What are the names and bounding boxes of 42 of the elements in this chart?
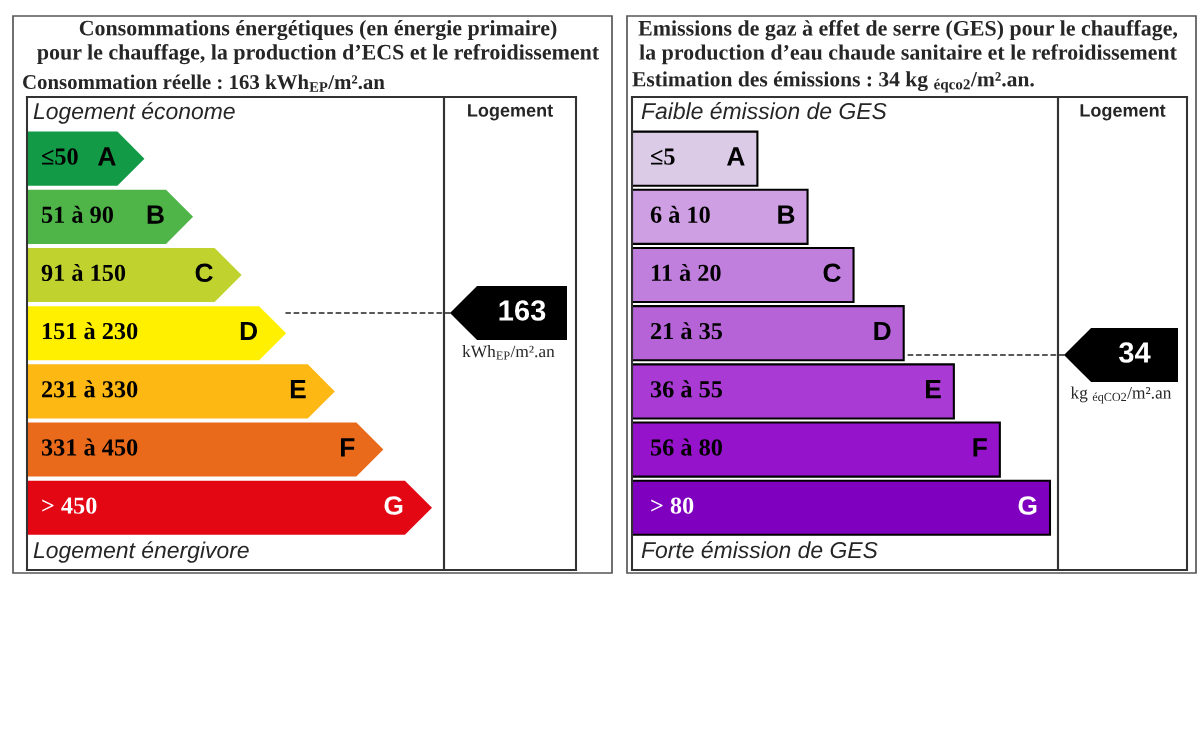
y-tick-label: > 80 (651, 497, 694, 514)
annotation: E (290, 380, 306, 399)
y-tick-label: 231 à 330 (42, 380, 138, 398)
annotation: F (973, 438, 987, 457)
y-tick-label: 91 à 150 (41, 263, 126, 282)
annotation: A (727, 147, 745, 166)
y-tick-label: 11 à 20 (651, 263, 721, 282)
text: kg $_{éqCO2}$/m².an (1070, 386, 1172, 404)
text: Logement (468, 104, 553, 121)
y-tick-label: 51 à 90 (41, 205, 113, 223)
text: 163 (499, 300, 546, 321)
chart-subtitle: Consommation réelle : 163 kWh$_{EP}$/m².an (23, 74, 385, 92)
annotation: G (1018, 496, 1037, 515)
chart-title: Emissions de gaz à effet de serre (GES) pour le chauffage, la production d’eau chaude sanitaire et le refroidissement (638, 20, 1178, 65)
annotation: Forte émission de GES (641, 541, 878, 559)
annotation: E (926, 380, 941, 399)
y-tick-label: ≤50 (42, 148, 78, 165)
y-tick-label: 331 à 450 (41, 438, 138, 456)
annotation: A (97, 147, 116, 166)
annotation: D (240, 321, 258, 341)
annotation: G (384, 496, 403, 515)
annotation: C (195, 263, 213, 283)
text: 34 (1118, 342, 1151, 363)
text: Logement (1080, 104, 1166, 121)
y-tick-label: 6 à 10 (650, 205, 710, 223)
y-tick-label: ≤5 (651, 148, 675, 165)
y-tick-label: 36 à 55 (650, 380, 723, 398)
annotation: Faible émission de GES (641, 102, 887, 120)
text: kWh$_{EP}$/m².an (462, 345, 555, 360)
chart-subtitle: Estimation des émissions : 34 kg $_{éqco2}$/m².an. (632, 71, 1034, 93)
y-tick-label: 56 à 80 (650, 438, 722, 456)
annotation: D (874, 321, 891, 341)
annotation: C (823, 263, 841, 283)
annotation: F (340, 438, 355, 457)
annotation: Logement énergivore (33, 541, 249, 563)
annotation: Logement économe (33, 102, 235, 124)
y-tick-label: 21 à 35 (651, 322, 723, 340)
annotation: B (147, 205, 164, 224)
y-tick-label: > 450 (42, 497, 97, 514)
chart-title: Consommations énergétiques (en énergie primaire) pour le chauffage, la production d’ECS et le refroidissement (37, 20, 600, 65)
y-tick-label: 151 à 230 (42, 322, 138, 340)
annotation: B (778, 205, 795, 224)
